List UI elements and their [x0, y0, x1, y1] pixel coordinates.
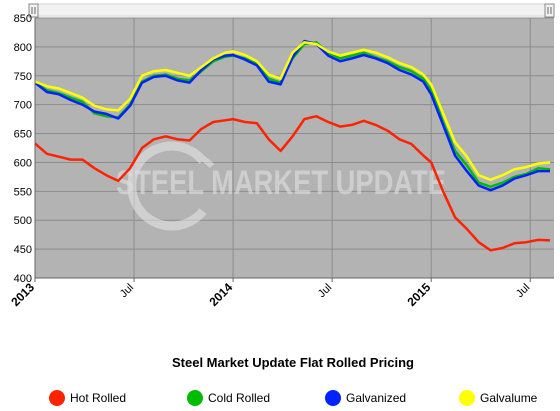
- legend-label-hot-rolled: Hot Rolled: [70, 391, 126, 405]
- y-tick-label: 600: [14, 157, 32, 169]
- chart-title: Steel Market Update Flat Rolled Pricing: [172, 355, 414, 370]
- y-tick-label: 750: [14, 71, 32, 83]
- y-tick-label: 700: [14, 100, 32, 112]
- series-line-galvalume: [34, 41, 551, 182]
- x-tick-label: Jul: [118, 282, 136, 300]
- y-tick-label: 850: [14, 13, 32, 25]
- navigator-handle-right[interactable]: [544, 3, 555, 18]
- y-tick-label: 550: [14, 186, 32, 198]
- y-tick-label: 450: [14, 244, 32, 256]
- x-axis-ticks: 2013 Jul 2014 Jul 2015 Jul: [8, 278, 532, 309]
- y-tick-label: 650: [14, 129, 32, 141]
- legend-label-cold-rolled: Cold Rolled: [208, 391, 270, 405]
- legend: Hot Rolled Cold Rolled Galvanized Galvalume: [49, 390, 538, 406]
- x-tick-label: Jul: [316, 282, 334, 300]
- watermark-text: STEEL MARKET UPDATE: [116, 164, 446, 202]
- legend-marker-cold-rolled: [187, 390, 203, 406]
- legend-label-galvanized: Galvanized: [346, 391, 406, 405]
- watermark-logo: [127, 141, 215, 231]
- x-tick-label: Jul: [514, 282, 532, 300]
- legend-marker-galvanized: [325, 390, 341, 406]
- legend-marker-galvalume: [459, 390, 475, 406]
- y-tick-label: 400: [14, 273, 32, 285]
- series-line-galvanized: [34, 39, 550, 192]
- legend-marker-hot-rolled: [49, 390, 65, 406]
- legend-label-galvalume: Galvalume: [480, 391, 538, 405]
- y-tick-label: 800: [14, 42, 32, 54]
- plot-area: [35, 18, 554, 278]
- x-tick-label: 2014: [206, 280, 235, 309]
- navigator-bar[interactable]: [29, 3, 555, 17]
- y-axis-ticks: 400 450 500 550 600 650 700 750 800 850: [14, 13, 32, 285]
- series-lines: [34, 39, 551, 252]
- navigator-handle-left[interactable]: [28, 3, 39, 18]
- series-line-hot-rolled: [34, 114, 551, 252]
- y-tick-label: 500: [14, 215, 32, 227]
- x-tick-label: 2015: [405, 280, 434, 309]
